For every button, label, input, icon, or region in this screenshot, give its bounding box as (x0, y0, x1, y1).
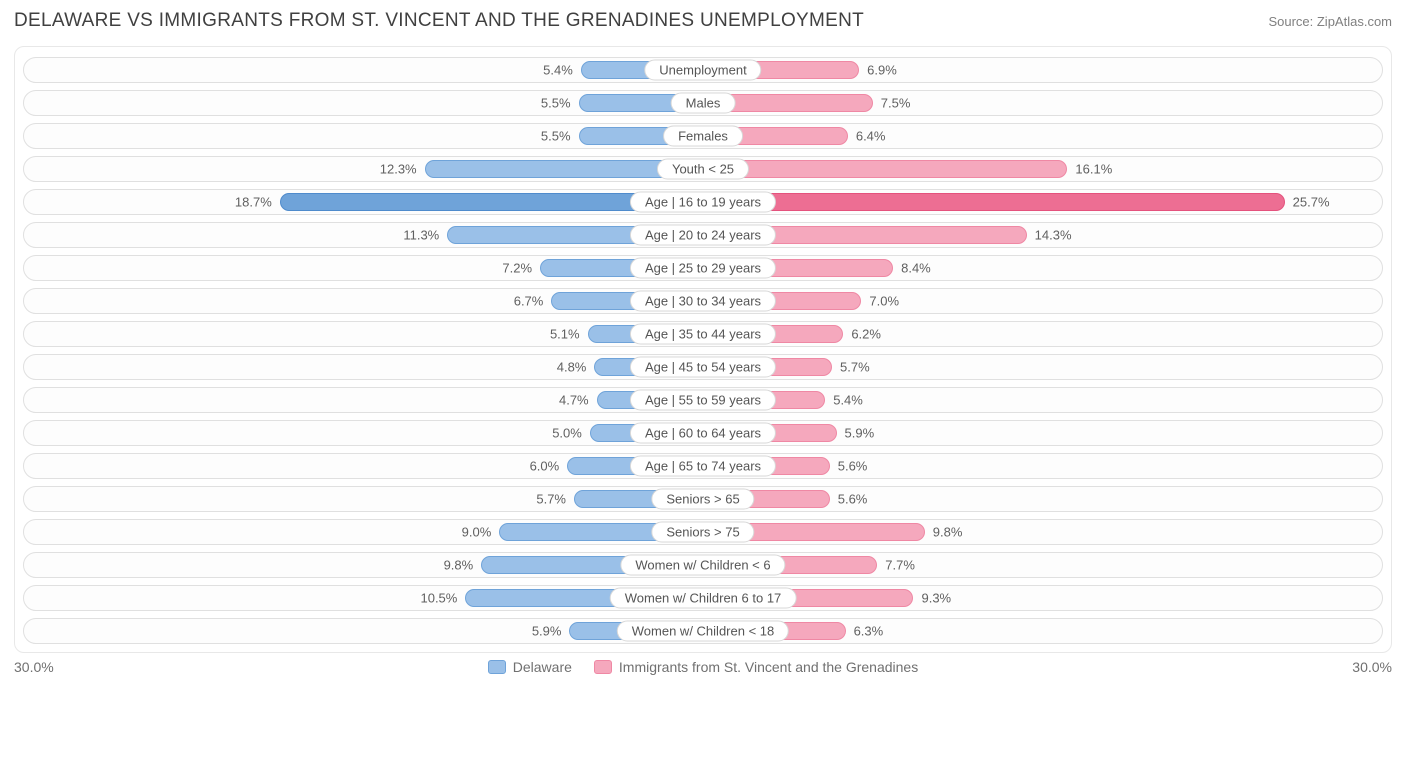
value-label-left: 12.3% (380, 162, 417, 177)
value-label-right: 9.3% (921, 591, 951, 606)
value-label-right: 5.7% (840, 360, 870, 375)
value-label-left: 6.0% (530, 459, 560, 474)
category-label: Age | 45 to 54 years (630, 357, 776, 378)
category-label: Females (663, 126, 743, 147)
category-label: Youth < 25 (657, 159, 749, 180)
chart-row: 6.0% 5.6% Age | 65 to 74 years (23, 453, 1383, 479)
value-label-right: 6.9% (867, 63, 897, 78)
value-label-left: 5.5% (541, 129, 571, 144)
value-label-left: 5.0% (552, 426, 582, 441)
value-label-right: 5.4% (833, 393, 863, 408)
chart-row: 5.5% 6.4% Females (23, 123, 1383, 149)
chart-row: 18.7% 25.7% Age | 16 to 19 years (23, 189, 1383, 215)
chart-row: 4.7% 5.4% Age | 55 to 59 years (23, 387, 1383, 413)
value-label-right: 6.2% (851, 327, 881, 342)
value-label-right: 7.5% (881, 96, 911, 111)
value-label-left: 5.4% (543, 63, 573, 78)
chart-header: DELAWARE VS IMMIGRANTS FROM ST. VINCENT … (14, 10, 1392, 32)
value-label-right: 5.6% (838, 459, 868, 474)
chart-row: 5.1% 6.2% Age | 35 to 44 years (23, 321, 1383, 347)
category-label: Women w/ Children 6 to 17 (610, 588, 797, 609)
category-label: Women w/ Children < 6 (620, 555, 785, 576)
chart-row: 11.3% 14.3% Age | 20 to 24 years (23, 222, 1383, 248)
legend-item-left: Delaware (488, 659, 572, 675)
category-label: Age | 20 to 24 years (630, 225, 776, 246)
value-label-right: 6.4% (856, 129, 886, 144)
chart-row: 5.7% 5.6% Seniors > 65 (23, 486, 1383, 512)
chart-row: 4.8% 5.7% Age | 45 to 54 years (23, 354, 1383, 380)
chart-row: 10.5% 9.3% Women w/ Children 6 to 17 (23, 585, 1383, 611)
value-label-left: 10.5% (420, 591, 457, 606)
value-label-left: 18.7% (235, 195, 272, 210)
value-label-right: 7.0% (869, 294, 899, 309)
chart-row: 9.0% 9.8% Seniors > 75 (23, 519, 1383, 545)
legend: Delaware Immigrants from St. Vincent and… (488, 659, 918, 675)
chart-row: 5.9% 6.3% Women w/ Children < 18 (23, 618, 1383, 644)
value-label-right: 16.1% (1075, 162, 1112, 177)
value-label-left: 6.7% (514, 294, 544, 309)
chart-footer: 30.0% Delaware Immigrants from St. Vince… (14, 659, 1392, 675)
value-label-left: 5.1% (550, 327, 580, 342)
chart-row: 7.2% 8.4% Age | 25 to 29 years (23, 255, 1383, 281)
category-label: Age | 65 to 74 years (630, 456, 776, 477)
category-label: Unemployment (644, 60, 761, 81)
legend-item-right: Immigrants from St. Vincent and the Gren… (594, 659, 918, 675)
chart-row: 12.3% 16.1% Youth < 25 (23, 156, 1383, 182)
legend-label-right: Immigrants from St. Vincent and the Gren… (619, 659, 918, 675)
category-label: Males (671, 93, 736, 114)
value-label-left: 4.8% (557, 360, 587, 375)
chart-row: 6.7% 7.0% Age | 30 to 34 years (23, 288, 1383, 314)
value-label-left: 5.9% (532, 624, 562, 639)
legend-swatch-left (488, 660, 506, 674)
legend-swatch-right (594, 660, 612, 674)
value-label-right: 5.6% (838, 492, 868, 507)
chart-title: DELAWARE VS IMMIGRANTS FROM ST. VINCENT … (14, 10, 864, 32)
category-label: Age | 25 to 29 years (630, 258, 776, 279)
value-label-right: 14.3% (1035, 228, 1072, 243)
value-label-left: 5.5% (541, 96, 571, 111)
category-label: Seniors > 65 (651, 489, 754, 510)
value-label-right: 7.7% (885, 558, 915, 573)
value-label-right: 25.7% (1293, 195, 1330, 210)
chart-row: 5.0% 5.9% Age | 60 to 64 years (23, 420, 1383, 446)
chart-source: Source: ZipAtlas.com (1268, 14, 1392, 29)
category-label: Seniors > 75 (651, 522, 754, 543)
axis-max-left: 30.0% (14, 659, 54, 675)
value-label-left: 4.7% (559, 393, 589, 408)
category-label: Age | 16 to 19 years (630, 192, 776, 213)
legend-label-left: Delaware (513, 659, 572, 675)
value-label-left: 11.3% (403, 228, 439, 243)
chart-row: 9.8% 7.7% Women w/ Children < 6 (23, 552, 1383, 578)
category-label: Age | 30 to 34 years (630, 291, 776, 312)
value-label-left: 9.0% (462, 525, 492, 540)
chart-area: 5.4% 6.9% Unemployment 5.5% 7.5% Males 5.5% 6.4… (14, 46, 1392, 653)
value-label-right: 8.4% (901, 261, 931, 276)
category-label: Age | 55 to 59 years (630, 390, 776, 411)
category-label: Age | 35 to 44 years (630, 324, 776, 345)
chart-row: 5.4% 6.9% Unemployment (23, 57, 1383, 83)
chart-row: 5.5% 7.5% Males (23, 90, 1383, 116)
bar-right (703, 160, 1067, 178)
category-label: Age | 60 to 64 years (630, 423, 776, 444)
value-label-left: 5.7% (536, 492, 566, 507)
value-label-right: 6.3% (854, 624, 884, 639)
value-label-left: 9.8% (444, 558, 474, 573)
bar-right (703, 193, 1285, 211)
value-label-right: 9.8% (933, 525, 963, 540)
category-label: Women w/ Children < 18 (617, 621, 789, 642)
value-label-left: 7.2% (502, 261, 532, 276)
value-label-right: 5.9% (845, 426, 875, 441)
axis-max-right: 30.0% (1352, 659, 1392, 675)
